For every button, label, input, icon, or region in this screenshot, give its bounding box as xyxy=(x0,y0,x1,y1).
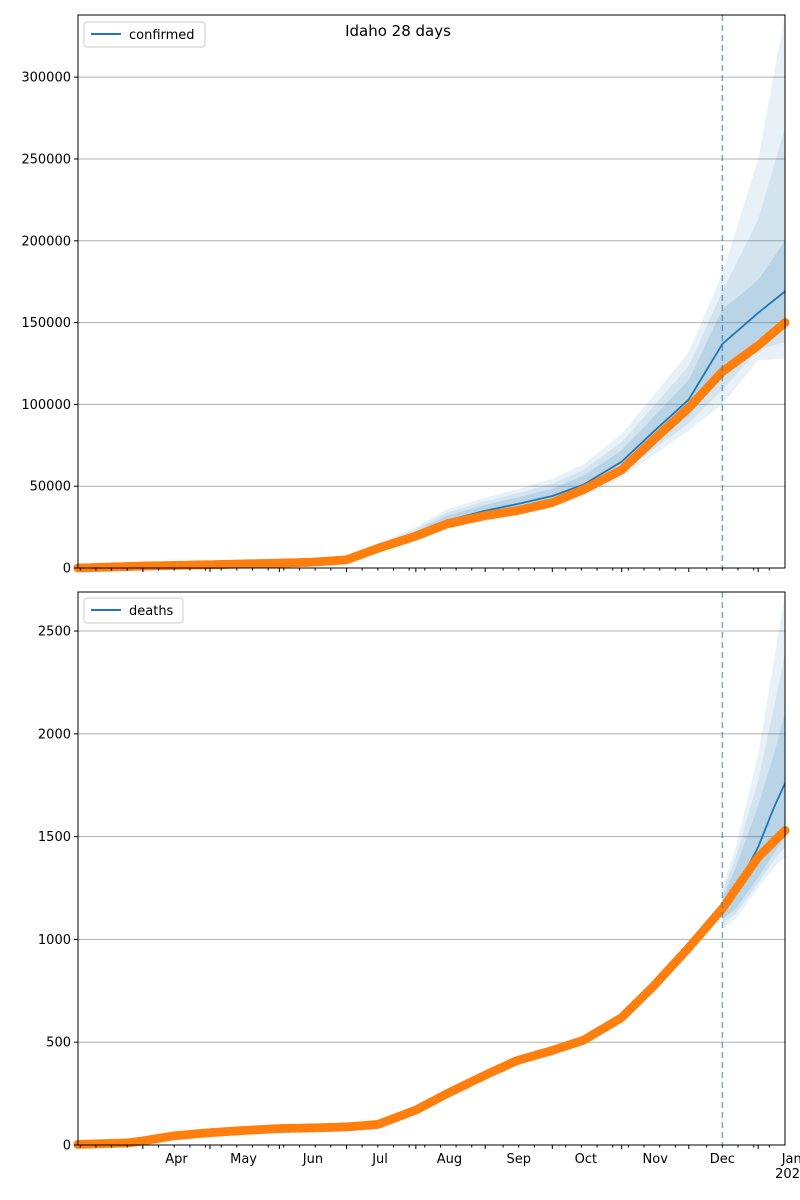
y-tick-label: 150000 xyxy=(21,316,71,331)
x-tick-label: Jan xyxy=(781,1152,800,1167)
y-tick-label: 250000 xyxy=(21,152,71,167)
deaths-y-axis: 0 500 1000 1500 2000 2500 xyxy=(38,625,78,1154)
x-tick-label: Jul xyxy=(371,1152,388,1167)
x-tick-label: Oct xyxy=(575,1152,597,1167)
x-tick-label: Dec xyxy=(710,1152,735,1167)
y-tick-label: 50000 xyxy=(30,480,71,495)
x-tick-label: Aug xyxy=(437,1152,462,1167)
deaths-grid xyxy=(78,630,785,1043)
deaths-observed-points xyxy=(73,826,790,1149)
confirmed-axes-frame xyxy=(77,14,786,569)
deaths-bands xyxy=(722,594,785,930)
confirmed-observed-points xyxy=(73,318,790,573)
x-tick-label: Apr xyxy=(165,1152,188,1167)
y-tick-label: 500 xyxy=(46,1036,71,1051)
y-tick-label: 2500 xyxy=(38,625,71,640)
legend-box xyxy=(83,21,206,48)
deaths-legend: deaths xyxy=(83,597,184,624)
x-tick-label: May xyxy=(230,1152,257,1167)
confirmed-x-axis xyxy=(79,568,770,572)
x-tick-label: Sep xyxy=(506,1152,531,1167)
chart-title: Idaho 28 days xyxy=(345,22,451,40)
confirmed-grid xyxy=(78,76,785,487)
y-tick-label: 300000 xyxy=(21,71,71,86)
deaths-panel: 0 500 1000 1500 2000 2500 Apr May Jun Jul Aug Sep O… xyxy=(38,591,800,1182)
middle-uncertainty-band xyxy=(722,653,785,924)
y-tick-label: 1000 xyxy=(38,933,71,948)
deaths-x-axis: Apr May Jun Jul Aug Sep Oct Nov Dec Jan2021 xyxy=(79,1145,800,1182)
y-tick-label: 1500 xyxy=(38,830,71,845)
y-tick-label: 0 xyxy=(63,1139,71,1154)
y-tick-label: 200000 xyxy=(21,234,71,249)
y-tick-label: 100000 xyxy=(21,398,71,413)
confirmed-bands xyxy=(346,15,785,562)
y-tick-label: 0 xyxy=(63,562,71,577)
legend-label-deaths: deaths xyxy=(129,604,174,619)
x-tick-label: Nov xyxy=(643,1152,669,1167)
legend-label-confirmed: confirmed xyxy=(129,28,195,43)
deaths-axes-frame xyxy=(77,591,786,1146)
x-tick-label: Jun xyxy=(302,1152,323,1167)
x-tick-label: 2021 xyxy=(775,1167,800,1182)
legend-box xyxy=(83,597,184,624)
confirmed-legend: confirmed xyxy=(83,21,206,48)
confirmed-panel: 0 50000 100000 150000 200000 250000 300000 Ida… xyxy=(21,14,790,577)
confirmed-y-axis: 0 50000 100000 150000 200000 250000 300000 xyxy=(21,71,78,577)
y-tick-label: 2000 xyxy=(38,727,71,742)
inner-uncertainty-band xyxy=(722,713,785,919)
